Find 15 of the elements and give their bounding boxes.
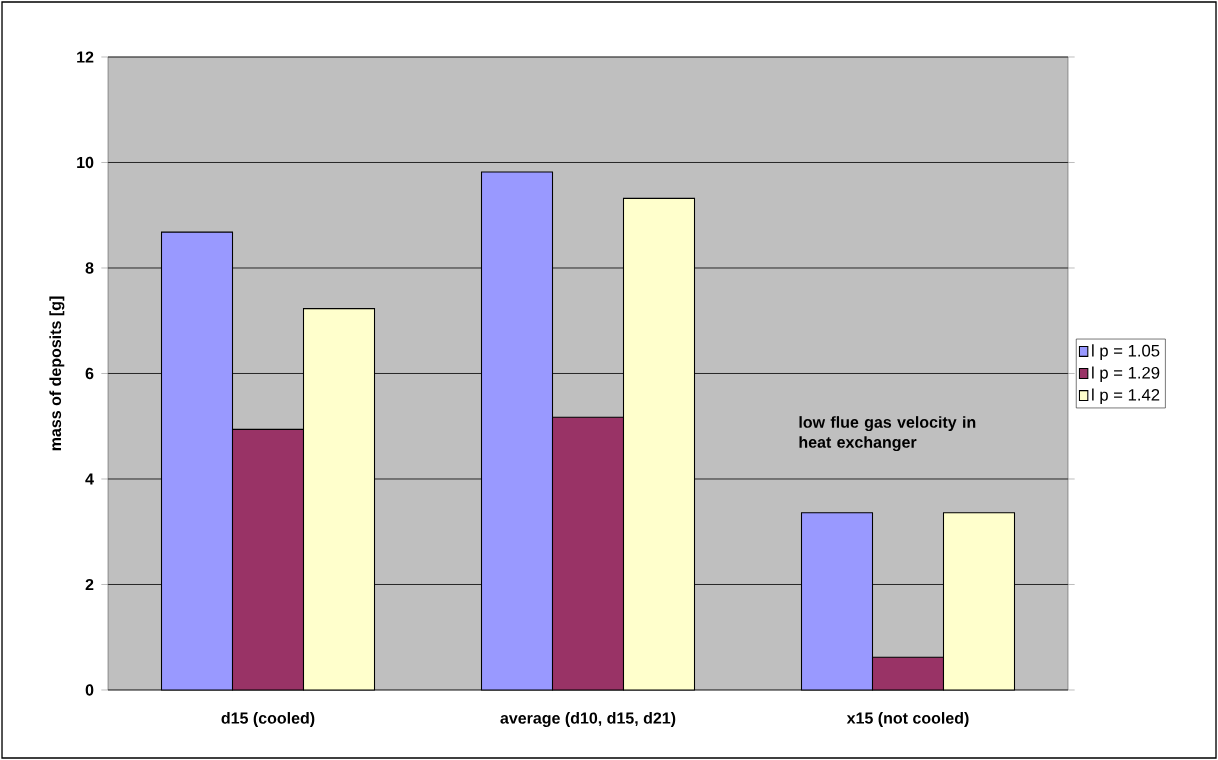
y-tick-label: 4 (85, 473, 94, 485)
y-tick-label: 6 (85, 367, 94, 380)
x-tick-label: average (d10, d15, d21) (500, 712, 676, 728)
legend-label: l p = 1.05 (1092, 344, 1160, 360)
y-tick-label: 8 (85, 262, 94, 274)
x-tick-label: d15 (cooled) (221, 712, 315, 727)
y-axis-title: mass of deposits [g] (49, 296, 65, 451)
legend-label: l p = 1.29 (1092, 366, 1160, 382)
y-tick-label: 0 (85, 684, 94, 696)
y-tick-label: 12 (77, 51, 94, 63)
x-tick-label: x15 (not cooled) (846, 712, 969, 727)
legend-label: l p = 1.42 (1092, 388, 1160, 405)
y-tick-label: 10 (77, 156, 94, 169)
y-tick-label: 2 (85, 578, 94, 591)
annotation: low flue gas velocity in heat exchanger (799, 416, 976, 452)
